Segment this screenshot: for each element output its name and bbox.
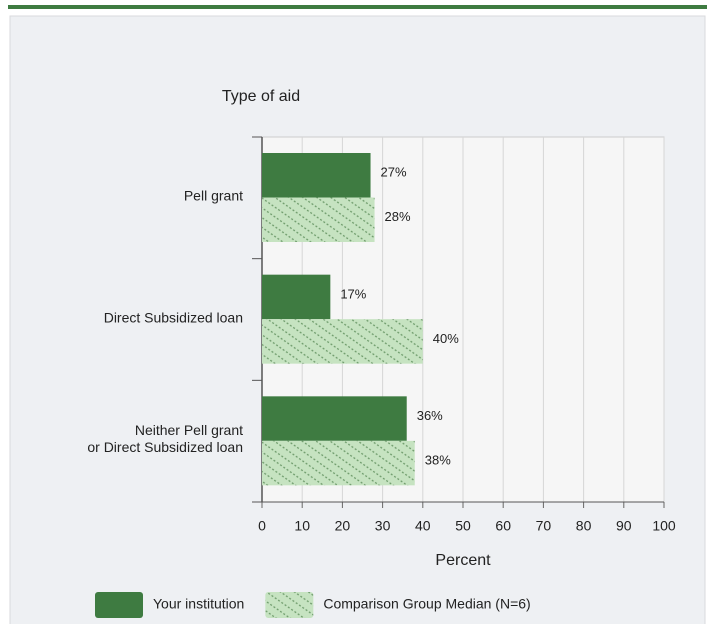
data-label: 28%	[385, 209, 411, 224]
bar	[262, 319, 423, 364]
x-tick-label: 80	[576, 518, 592, 534]
x-tick-label: 0	[258, 518, 266, 534]
x-tick-label: 100	[652, 518, 676, 534]
x-tick-label: 70	[536, 518, 552, 534]
y-tick-label: Pell grant	[183, 187, 243, 204]
x-axis-label: Percent	[435, 552, 491, 569]
data-label: 27%	[381, 165, 407, 180]
legend-swatch	[265, 592, 314, 618]
legend-label: Your institution	[153, 596, 244, 612]
x-tick-label: 50	[455, 518, 471, 534]
legend-swatch	[95, 592, 143, 618]
bar	[262, 153, 371, 198]
data-label: 17%	[340, 286, 366, 301]
data-label: 38%	[425, 453, 451, 468]
x-tick-label: 60	[495, 518, 511, 534]
data-label: 40%	[433, 331, 459, 346]
x-tick-label: 10	[294, 518, 310, 534]
x-tick-label: 30	[375, 518, 391, 534]
bar	[262, 274, 331, 320]
legend-label: Comparison Group Median (N=6)	[323, 596, 530, 612]
data-label: 36%	[417, 408, 443, 423]
x-tick-label: 20	[335, 518, 351, 534]
x-tick-label: 40	[415, 518, 431, 534]
bar	[262, 440, 415, 486]
x-tick-label: 90	[616, 518, 632, 534]
chart-title: Type of aid	[222, 88, 300, 105]
bar	[262, 396, 407, 441]
y-tick-label: Direct Subsidized loan	[103, 309, 243, 325]
top-bar	[8, 5, 707, 9]
bar	[262, 197, 375, 242]
y-tick-label: Neither Pell grant or Direct Subsidized …	[87, 422, 243, 456]
